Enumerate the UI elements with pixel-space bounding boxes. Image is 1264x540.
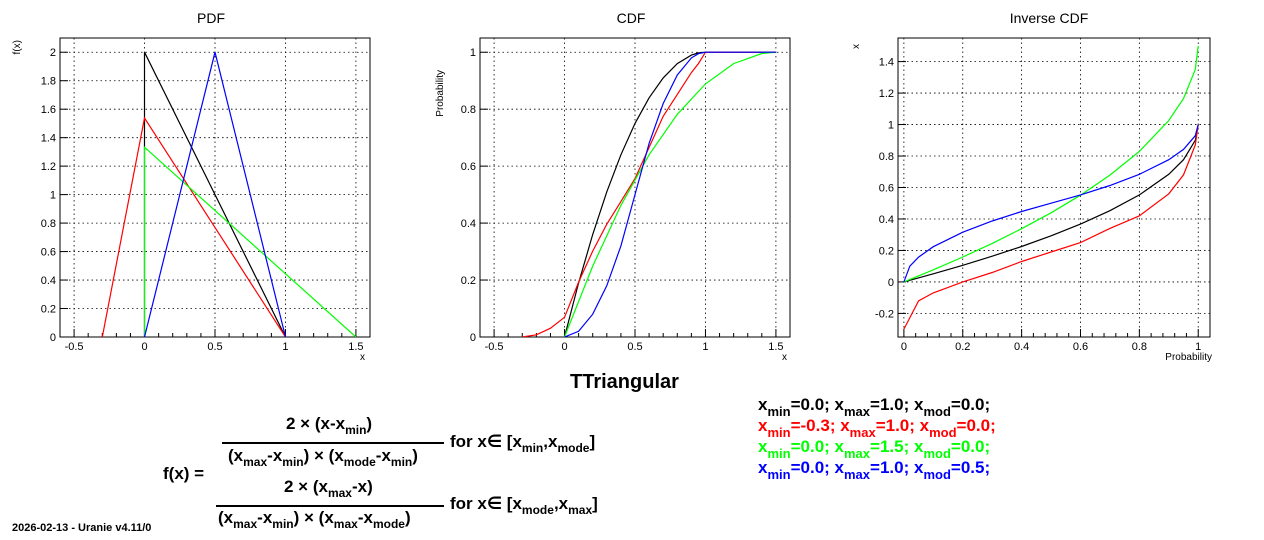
- footer-version: 2026-02-13 - Uranie v4.11/0: [12, 522, 152, 534]
- pdf-y-tick-label: 0.8: [41, 218, 56, 230]
- cdf-x-tick-label: 1.5: [768, 341, 783, 353]
- pdf-y-axis-label: f(x): [12, 40, 23, 54]
- inverse-cdf-x-tick-label: 0.4: [1014, 341, 1029, 353]
- legend-entry: xmin=0.0; xmax=1.0; xmod=0.0;: [758, 395, 991, 419]
- inverse-cdf-series-line: [903, 124, 1199, 283]
- inverse-cdf-x-tick-label: 0.6: [1073, 341, 1088, 353]
- pdf-y-tick-label: 0.2: [41, 304, 56, 316]
- formula-fraction-bar-1: [222, 442, 444, 444]
- cdf-y-tick-label: 0.8: [461, 104, 476, 116]
- cdf-title: CDF: [617, 10, 646, 26]
- pdf-series-line: [143, 51, 287, 337]
- cdf-x-tick-label: 1: [702, 341, 708, 353]
- inverse-cdf-series-line: [903, 124, 1199, 330]
- inverse-cdf-series-line: [903, 45, 1199, 283]
- pdf-y-tick-label: 1.6: [41, 104, 56, 116]
- formula-numerator-1: 2 × (x-xmin): [286, 414, 373, 437]
- inverse-cdf-x-tick-label: 0: [901, 341, 907, 353]
- formula-condition-2: for x∈ [xmode,xmax]: [450, 494, 598, 517]
- inverse-cdf-y-tick-label: 0.2: [879, 245, 894, 257]
- pdf-y-tick-label: 0.6: [41, 247, 56, 259]
- pdf-y-tick-label: 1.2: [41, 161, 56, 173]
- cdf-y-tick-label: 0.6: [461, 161, 476, 173]
- pdf-x-tick-label: -0.5: [65, 341, 84, 353]
- pdf-x-tick-label: 0.5: [207, 341, 222, 353]
- formula-numerator-2: 2 × (xmax-x): [284, 477, 373, 500]
- cdf-x-tick-label: 0: [561, 341, 567, 353]
- pdf-y-tick-label: 1.8: [41, 76, 56, 88]
- inverse-cdf-y-tick-label: 0.4: [879, 214, 894, 226]
- inverse-cdf-title: Inverse CDF: [1010, 10, 1089, 26]
- cdf-series-line: [564, 51, 776, 337]
- formula-denominator-2: (xmax-xmin) × (xmax-xmode): [218, 508, 411, 531]
- pdf-title: PDF: [197, 10, 225, 26]
- inverse-cdf-x-axis-label: Probability: [1165, 352, 1212, 363]
- formula-fraction-bar-2: [216, 505, 444, 507]
- inverse-cdf-y-tick-label: 0.6: [879, 183, 894, 195]
- cdf-series-line: [563, 51, 776, 337]
- inverse-cdf-y-tick-label: 1.4: [879, 57, 894, 69]
- inverse-cdf-x-tick-label: 1: [1195, 341, 1201, 353]
- formula-lhs: f(x) =: [163, 464, 205, 483]
- cdf-y-tick-label: 1: [470, 47, 476, 59]
- inverse-cdf-y-tick-label: 0: [888, 277, 894, 289]
- inverse-cdf-y-tick-label: 1.2: [879, 88, 894, 100]
- pdf-y-tick-label: 0: [50, 332, 56, 344]
- pdf-series-line: [143, 52, 287, 337]
- inverse-cdf-x-tick-label: 0.8: [1132, 341, 1147, 353]
- cdf-series-line: [563, 51, 776, 337]
- inverse-cdf-frame: [897, 37, 1211, 338]
- legend-entry: xmin=-0.3; xmax=1.0; xmod=0.0;: [758, 416, 996, 440]
- pdf-y-tick-label: 0.4: [41, 275, 56, 287]
- cdf-y-tick-label: 0: [470, 332, 476, 344]
- cdf-y-tick-label: 0.4: [461, 218, 476, 230]
- pdf-y-tick-label: 1.4: [41, 133, 56, 145]
- inverse-cdf-y-tick-label: 1: [888, 120, 894, 132]
- pdf-x-tick-label: 1.5: [348, 341, 363, 353]
- pdf-x-tick-label: 0: [141, 341, 147, 353]
- legend-entry: xmin=0.0; xmax=1.5; xmod=0.0;: [758, 437, 991, 461]
- formula-denominator-1: (xmax-xmin) × (xmode-xmin): [228, 446, 418, 469]
- main-title: TTriangular: [570, 371, 679, 393]
- inverse-cdf-y-tick-label: -0.2: [875, 308, 894, 320]
- inverse-cdf-series-line: [903, 124, 1199, 283]
- formula-condition-1: for x∈ [xmin,xmode]: [450, 432, 596, 455]
- pdf-x-axis-label: x: [360, 352, 365, 363]
- pdf-series-line: [143, 145, 357, 337]
- pdf-y-tick-label: 1: [50, 190, 56, 202]
- inverse-cdf-y-axis-label: x: [851, 44, 862, 49]
- pdf-x-tick-label: 1: [282, 341, 288, 353]
- inverse-cdf-x-tick-label: 0.2: [955, 341, 970, 353]
- cdf-series-line: [522, 51, 776, 337]
- inverse-cdf-y-tick-label: 0.8: [879, 151, 894, 163]
- cdf-x-tick-label: -0.5: [485, 341, 504, 353]
- pdf-series-line: [101, 116, 287, 337]
- cdf-y-tick-label: 0.2: [461, 275, 476, 287]
- cdf-y-axis-label: Probability: [435, 70, 446, 117]
- cdf-x-tick-label: 0.5: [627, 341, 642, 353]
- pdf-y-tick-label: 2: [50, 47, 56, 59]
- legend-entry: xmin=0.0; xmax=1.0; xmod=0.5;: [758, 458, 991, 482]
- cdf-x-axis-label: x: [782, 352, 787, 363]
